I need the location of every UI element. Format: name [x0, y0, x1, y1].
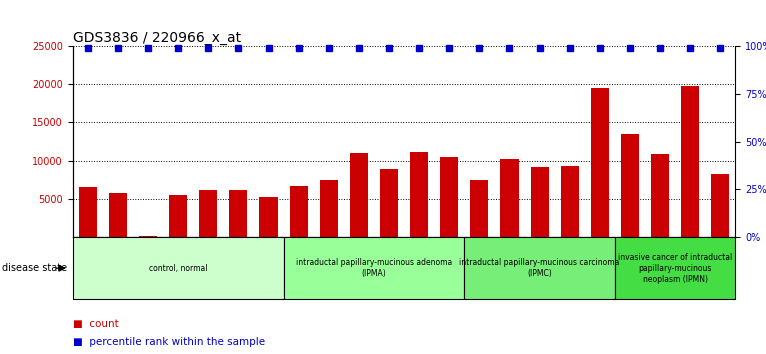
Text: intraductal papillary-mucinous adenoma
(IPMA): intraductal papillary-mucinous adenoma (…	[296, 258, 452, 278]
Bar	[470, 180, 489, 237]
Bar	[79, 188, 97, 237]
Bar	[621, 134, 639, 237]
Bar	[229, 190, 247, 237]
Bar	[139, 236, 157, 237]
Bar	[199, 190, 218, 237]
Bar	[561, 166, 579, 237]
Bar	[109, 193, 127, 237]
Bar	[410, 152, 428, 237]
Text: ■  percentile rank within the sample: ■ percentile rank within the sample	[73, 337, 265, 347]
Text: disease state: disease state	[2, 263, 67, 273]
Bar	[440, 157, 458, 237]
Bar	[260, 198, 277, 237]
Bar	[500, 159, 519, 237]
Bar	[290, 186, 308, 237]
Bar	[73, 237, 735, 277]
Bar	[283, 237, 464, 299]
Text: GDS3836 / 220966_x_at: GDS3836 / 220966_x_at	[73, 31, 241, 45]
Bar	[651, 154, 669, 237]
Bar	[615, 237, 735, 299]
Bar	[464, 237, 615, 299]
Bar	[73, 237, 283, 299]
Text: invasive cancer of intraductal
papillary-mucinous
neoplasm (IPMN): invasive cancer of intraductal papillary…	[618, 252, 732, 284]
Text: intraductal papillary-mucinous carcinoma
(IPMC): intraductal papillary-mucinous carcinoma…	[460, 258, 620, 278]
Bar	[380, 169, 398, 237]
Bar	[681, 86, 699, 237]
Bar	[169, 195, 187, 237]
Text: control, normal: control, normal	[149, 264, 208, 273]
FancyArrowPatch shape	[57, 266, 64, 271]
Text: ■  count: ■ count	[73, 319, 119, 329]
Bar	[712, 175, 729, 237]
Bar	[531, 167, 548, 237]
Bar	[591, 88, 609, 237]
Bar	[319, 180, 338, 237]
Bar	[350, 153, 368, 237]
